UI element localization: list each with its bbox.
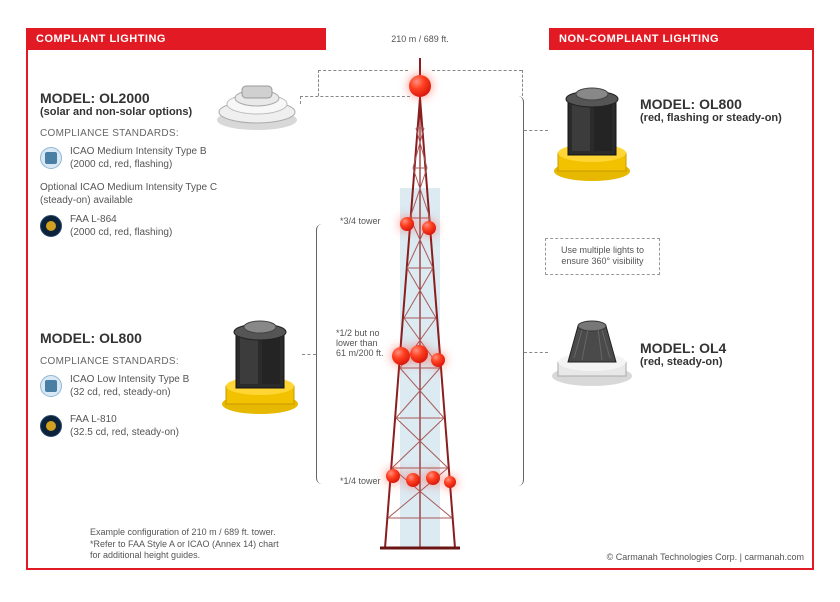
ol2000-std-faa: FAA L-864 (2000 cd, red, flashing) [40,213,220,239]
ol800-left-std-icao-text: ICAO Low Intensity Type B (32 cd, red, s… [70,373,189,399]
panel-ol800-right: MODEL: OL800 (red, flashing or steady-on… [640,96,810,124]
model-ol4-sub: (red, steady-on) [640,356,810,368]
model-ol2000-sub: (solar and non-solar options) [40,106,220,118]
header-compliant: COMPLIANT LIGHTING [26,28,326,50]
panel-ol4: MODEL: OL4 (red, steady-on) [640,340,810,368]
tower-light [431,353,445,367]
brace-right [510,96,524,486]
tower-light [386,469,400,483]
ol800-left-std-icao: ICAO Low Intensity Type B (32 cd, red, s… [40,373,220,399]
panel-ol800-left: MODEL: OL800 COMPLIANCE STANDARDS: ICAO … [40,330,220,439]
frame-rule-bottom [26,568,814,570]
tower-light [444,476,456,488]
model-ol800-right-sub: (red, flashing or steady-on) [640,112,810,124]
ol2000-std-faa-text: FAA L-864 (2000 cd, red, flashing) [70,213,172,239]
ol800-left-std-faa: FAA L-810 (32.5 cd, red, steady-on) [40,413,220,439]
multi-light-callout: Use multiple lights to ensure 360° visib… [545,238,660,275]
tower-light [409,75,431,97]
frame-rule-left [26,30,28,570]
ol800-left-standards-label: COMPLIANCE STANDARDS: [40,356,220,367]
model-ol4-title: MODEL: OL4 [640,340,810,356]
tower-light [426,471,440,485]
icao-badge-icon [40,375,62,397]
tower-zone: 210 m / 689 ft. [330,28,510,568]
level-half: *1/2 but no lower than 61 m/200 ft. [336,328,392,358]
tower-light [422,221,436,235]
product-ol800-left-illustration [218,308,303,418]
panel-ol2000: MODEL: OL2000 (solar and non-solar optio… [40,90,220,239]
tower-light [406,473,420,487]
footer-note: Example configuration of 210 m / 689 ft.… [90,527,279,562]
model-ol800-left-title: MODEL: OL800 [40,330,220,346]
ol2000-standards-label: COMPLIANCE STANDARDS: [40,128,220,139]
level-quarter: *1/4 tower [340,476,381,486]
tower-light [392,347,410,365]
tower-light [410,345,428,363]
connector-ol2000 [300,96,410,97]
model-ol800-right-title: MODEL: OL800 [640,96,810,112]
faa-badge-icon [40,415,62,437]
faa-badge-icon [40,215,62,237]
icao-badge-icon [40,147,62,169]
ol2000-std-icao: ICAO Medium Intensity Type B (2000 cd, r… [40,145,220,171]
brace-left [316,224,330,484]
product-ol800-right-illustration [550,75,635,185]
header-noncompliant: NON-COMPLIANT LIGHTING [549,28,814,50]
footer-copyright: © Carmanah Technologies Corp. | carmanah… [607,552,804,562]
ol2000-optional: Optional ICAO Medium Intensity Type C (s… [40,181,220,207]
frame-rule-right [812,30,814,570]
product-ol2000-illustration [212,78,302,138]
level-three-quarter: *3/4 tower [340,216,381,226]
ol800-left-std-faa-text: FAA L-810 (32.5 cd, red, steady-on) [70,413,179,439]
tower-illustration [330,28,510,568]
ol2000-std-icao-text: ICAO Medium Intensity Type B (2000 cd, r… [70,145,207,171]
tower-light [400,217,414,231]
product-ol4-illustration [548,312,636,390]
model-ol2000-title: MODEL: OL2000 [40,90,220,106]
